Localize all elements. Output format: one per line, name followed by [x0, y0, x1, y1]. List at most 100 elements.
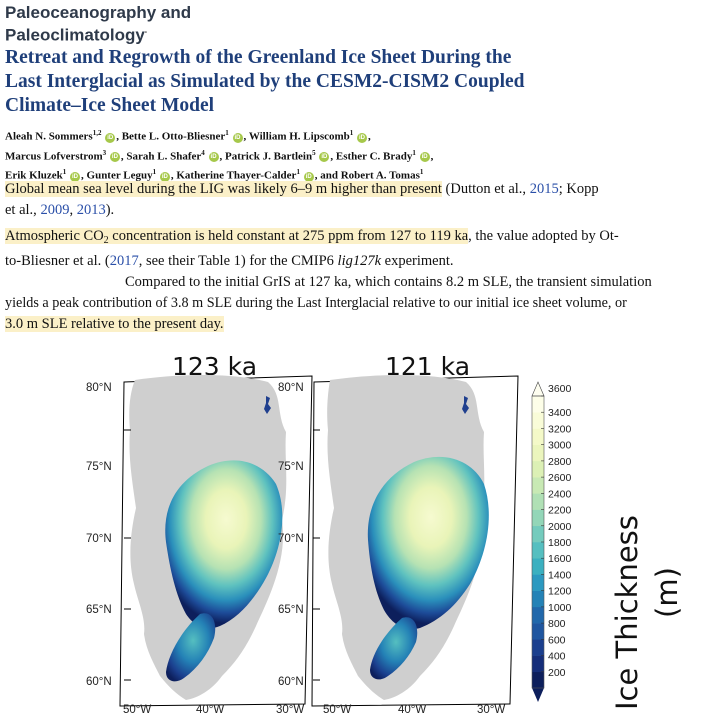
lon-label: 30°W	[276, 704, 304, 716]
colorbar-tick-label: 2600	[548, 472, 572, 484]
excerpt-sle-line3: 3.0 m SLE relative to the present day.	[5, 314, 715, 335]
author-name[interactable]: William H. Lipscomb	[248, 130, 350, 143]
colorbar-segment	[532, 509, 544, 527]
colorbar: 200 400 600 800 1000 1200 1400 1600 1800 2000 2200…	[531, 381, 572, 702]
colorbar-tick-label: 1200	[548, 586, 572, 598]
colorbar-tick-label: 600	[548, 634, 566, 646]
orcid-icon[interactable]: iD	[208, 152, 219, 163]
lat-label: 70°N	[86, 533, 112, 545]
colorbar-tick-label: 3000	[548, 440, 572, 452]
colorbar-segment	[532, 428, 544, 445]
citation-link[interactable]: 2017	[109, 253, 139, 269]
colorbar-tick-label: 1400	[548, 569, 572, 581]
map-panel-123ka	[119, 375, 313, 707]
colorbar-segment	[532, 590, 544, 608]
author-name[interactable]: Patrick J. Bartlein	[225, 150, 313, 163]
citation-link[interactable]: 2009	[40, 202, 70, 218]
colorbar-tick-label: 200	[548, 667, 566, 679]
colorbar-segment	[532, 639, 544, 656]
colorbar-tick-label: 1000	[548, 602, 572, 614]
colorbar-segment	[532, 493, 544, 510]
author-name[interactable]: Sarah L. Shafer	[126, 150, 202, 163]
author-name[interactable]: Robert A. Tomas	[340, 169, 420, 182]
colorbar-tick-label: 3200	[548, 423, 572, 435]
orcid-icon[interactable]: iD	[232, 132, 243, 143]
journal-name-line1: Paleoceanography and	[5, 3, 192, 22]
ice-sheet-south	[166, 613, 216, 682]
article-title-line1: Retreat and Regrowth of the Greenland Ic…	[5, 47, 512, 68]
author-name[interactable]: Marcus Lofverstrom	[5, 150, 103, 163]
citation-link[interactable]: 2013	[76, 202, 106, 218]
author-line-2: Marcus Lofverstrom3 iD, Sarah L. Shafer4…	[5, 148, 434, 163]
colorbar-tick-label: 2400	[548, 488, 572, 500]
lat-label: 75°N	[278, 461, 304, 473]
excerpt-sea-level: Global mean sea level during the LIG was…	[5, 181, 599, 218]
colorbar-segment	[532, 671, 544, 689]
orcid-icon[interactable]: iD	[109, 152, 120, 163]
author-name[interactable]: Aleah N. Sommers	[5, 130, 93, 143]
author-name[interactable]: Gunter Leguy	[86, 169, 153, 182]
orcid-icon[interactable]: iD	[303, 171, 314, 182]
excerpt-sle-line1: Compared to the initial GrIS at 127 ka, …	[125, 274, 652, 290]
author-line-3: Erik Kluzek1 iD, Gunter Leguy1 iD, Kathe…	[5, 168, 424, 182]
lon-label: 50°W	[323, 704, 351, 716]
journal-name-line2: Paleoclimatology•	[5, 25, 147, 45]
lat-label: 70°N	[278, 533, 304, 545]
lon-label: 30°W	[477, 704, 505, 716]
lat-label: 75°N	[86, 461, 112, 473]
colorbar-tick-label: 2800	[548, 456, 572, 468]
colorbar-title-line2: (m)	[650, 567, 684, 618]
orcid-icon[interactable]: iD	[419, 152, 430, 163]
colorbar-tick-label: 400	[548, 651, 566, 663]
lat-label: 65°N	[278, 604, 304, 616]
journal-name: Paleoceanography and Paleoclimatology•	[5, 2, 191, 46]
ice-cap-northeast	[264, 396, 271, 414]
lat-label: 80°N	[86, 382, 112, 394]
colorbar-min-arrow	[532, 688, 544, 702]
highlighted-text: Global mean sea level during the LIG was…	[5, 181, 442, 197]
lon-label: 40°W	[196, 704, 224, 716]
excerpt-sle-line2: yields a peak contribution of 3.8 m SLE …	[5, 295, 627, 311]
lat-label: 60°N	[278, 676, 304, 688]
colorbar-segment	[532, 606, 544, 624]
colorbar-max-arrow	[531, 381, 545, 397]
colorbar-segment	[532, 525, 544, 543]
article-title-line3: Climate–Ice Sheet Model	[5, 95, 215, 116]
highlighted-text: 3.0 m SLE relative to the present day.	[5, 316, 224, 332]
orcid-icon[interactable]: iD	[105, 132, 116, 143]
colorbar-tick-label: 3400	[548, 407, 572, 419]
lon-label: 50°W	[123, 704, 151, 716]
article-title-line2: Last Interglacial as Simulated by the CE…	[5, 71, 525, 92]
lat-label: 65°N	[86, 604, 112, 616]
orcid-icon[interactable]: iD	[159, 171, 170, 182]
citation-link[interactable]: 2015	[529, 181, 559, 197]
colorbar-segment	[532, 460, 544, 478]
article-title: Retreat and Regrowth of the Greenland Ic…	[5, 46, 615, 118]
colorbar-tick-label: 1600	[548, 553, 572, 565]
lon-label: 40°W	[398, 704, 426, 716]
colorbar-segment	[532, 444, 544, 462]
author-name[interactable]: Bette L. Otto-Bliesner	[121, 130, 226, 143]
ice-sheet-main	[165, 460, 283, 629]
colorbar-tick-label: 800	[548, 618, 566, 630]
colorbar-segment	[532, 655, 544, 673]
colorbar-segment	[532, 623, 544, 640]
colorbar-segment	[532, 396, 544, 413]
orcid-icon[interactable]: iD	[70, 171, 81, 182]
orcid-icon[interactable]: iD	[357, 132, 368, 143]
colorbar-segment	[532, 574, 544, 591]
ice-sheet-south	[370, 617, 418, 680]
map-panel-121ka	[311, 375, 519, 707]
author-line-1: Aleah N. Sommers1,2 iD, Bette L. Otto-Bl…	[5, 129, 371, 143]
author-name[interactable]: Esther C. Brady	[335, 150, 413, 163]
colorbar-tick-label: 1800	[548, 537, 572, 549]
ice-sheet-main	[367, 456, 489, 630]
orcid-icon[interactable]: iD	[319, 152, 330, 163]
excerpt-co2: Atmospheric CO2 concentration is held co…	[5, 228, 619, 269]
author-name[interactable]: Erik Kluzek	[5, 169, 63, 182]
author-name[interactable]: Katherine Thayer-Calder	[176, 169, 297, 182]
highlighted-text: Atmospheric CO2 concentration is held co…	[5, 228, 469, 246]
colorbar-tick-label: 3600	[548, 383, 572, 395]
colorbar-segment	[532, 412, 544, 429]
